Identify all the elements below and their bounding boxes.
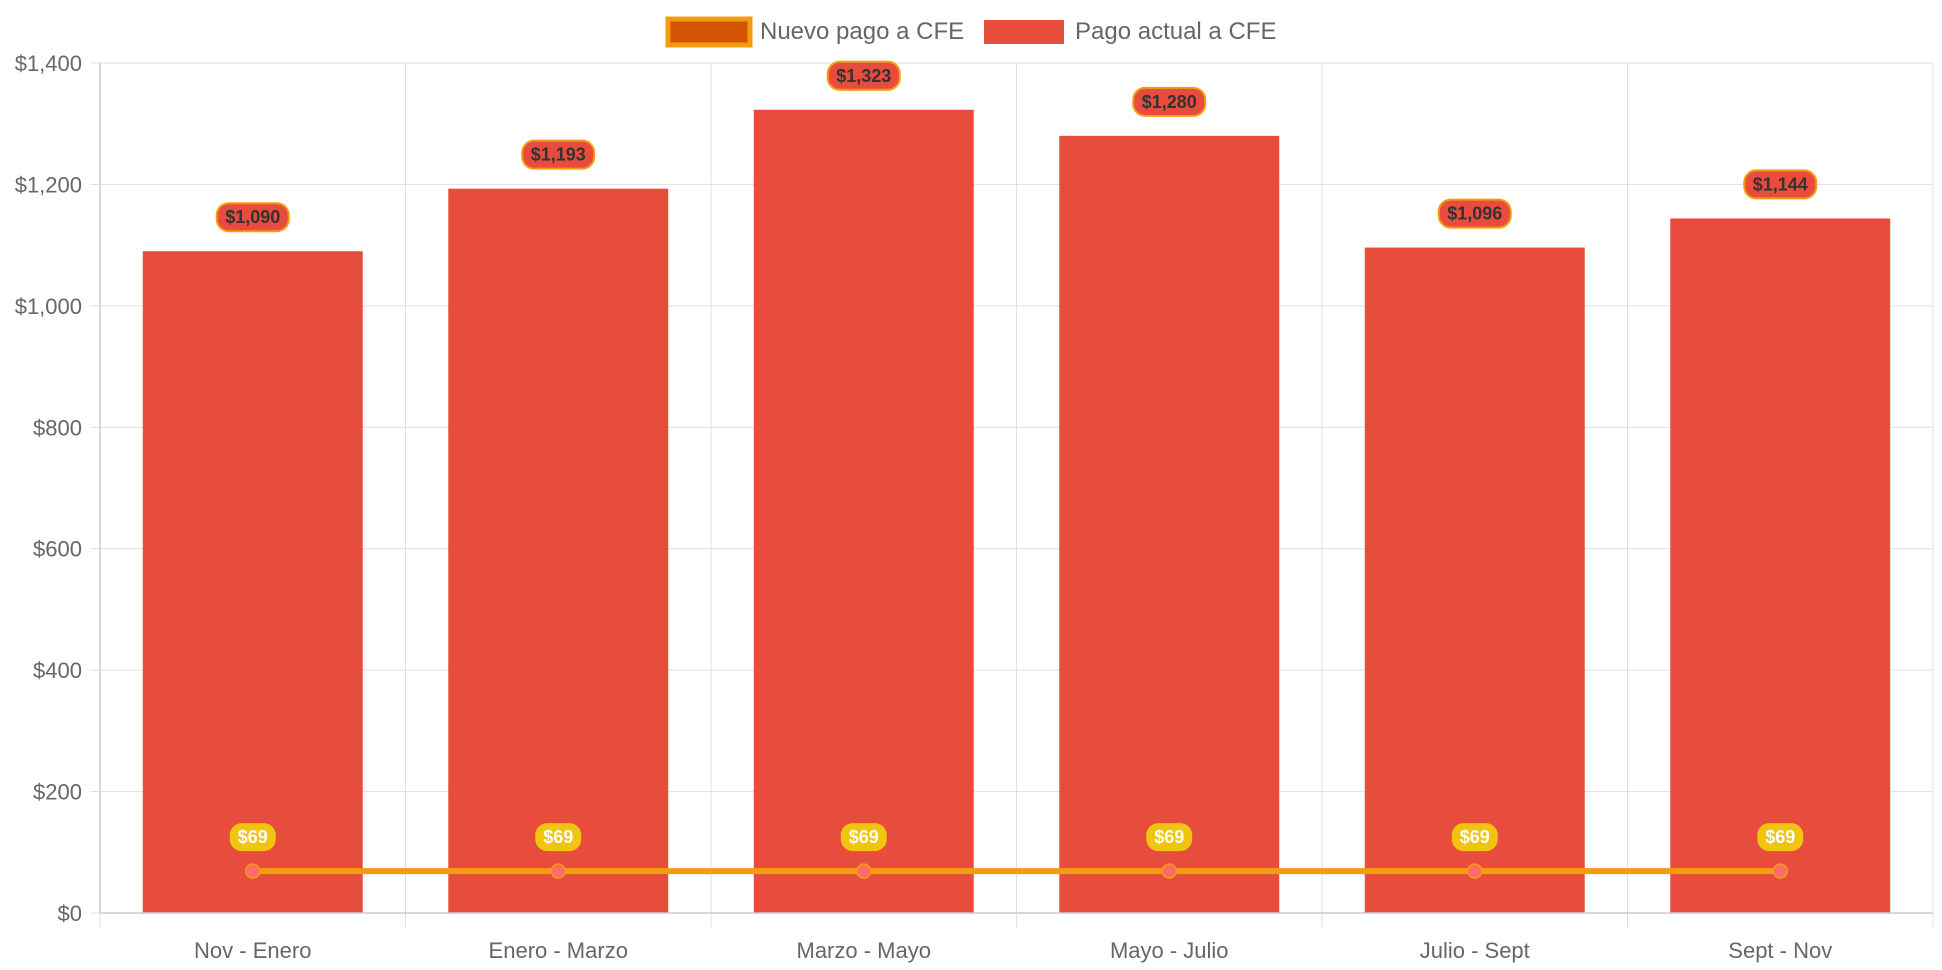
grid [90,62,1934,927]
bar [1364,247,1585,914]
x-tick-label: Julio - Sept [1420,938,1530,963]
bar [1059,135,1280,913]
y-tick-label: $400 [33,658,82,683]
line-value-badge [840,823,887,852]
legend-label-actual: Pago actual a CFE [1075,18,1276,45]
bar-value-label: $1,144 [1753,174,1808,194]
bar-value-label: $1,280 [1142,92,1197,112]
line-point [550,863,566,879]
line-value-label: $69 [238,827,268,847]
legend-swatch-actual [984,20,1064,44]
bar-value-badge [826,60,901,91]
y-tick-label: $600 [33,537,82,562]
line-value-badge [229,823,276,852]
bar-value-badge [1743,169,1818,200]
legend: Nuevo pago a CFE Pago actual a CFE [665,16,1276,48]
line-value-badge [1146,823,1193,852]
x-tick-label: Nov - Enero [194,938,311,963]
bars [142,109,1891,914]
bar-value-badge [215,202,290,233]
line-value-label: $69 [1765,827,1795,847]
x-tick-label: Marzo - Mayo [797,938,931,963]
y-tick-label: $200 [33,780,82,805]
axes: $0 $200 $400 $600 $800 $1,000 $1,200 $1,400 Nov … [15,51,1933,963]
x-tick-label: Enero - Marzo [489,938,628,963]
legend-label-nuevo: Nuevo pago a CFE [760,18,964,45]
line-value-label: $69 [1460,827,1490,847]
line-point [856,863,872,879]
line-value-badge [535,823,582,852]
bar-value-label: $1,090 [225,207,280,227]
line-value-badge [1757,823,1804,852]
legend-swatch-nuevo [665,16,753,48]
line-point [1772,863,1788,879]
x-tick-label: Sept - Nov [1728,938,1832,963]
bar-value-label: $1,096 [1447,204,1502,224]
line-point [1467,863,1483,879]
line-series [245,863,1788,879]
y-tick-label: $1,200 [15,172,82,197]
x-tick-label: Mayo - Julio [1110,938,1229,963]
bar [753,109,974,913]
line-point [1161,863,1177,879]
bar [1670,218,1891,913]
y-tick-label: $1,000 [15,294,82,319]
data-labels: $1,090 $1,193 $1,323 $1,280 $1,096 $1,144 $69 $… [215,60,1818,852]
line-value-badge [1451,823,1498,852]
bar-value-label: $1,323 [836,66,891,86]
bar-value-label: $1,193 [531,145,586,165]
bar-value-badge [1132,86,1207,117]
y-tick-label: $0 [58,901,82,926]
bar [142,251,363,913]
bar-value-badge [1437,198,1512,229]
bar-value-badge [521,139,596,170]
line-value-label: $69 [849,827,879,847]
line-point [245,863,261,879]
bar [448,188,669,913]
line-value-label: $69 [543,827,573,847]
y-tick-label: $800 [33,415,82,440]
line-value-label: $69 [1154,827,1184,847]
y-tick-label: $1,400 [15,51,82,76]
